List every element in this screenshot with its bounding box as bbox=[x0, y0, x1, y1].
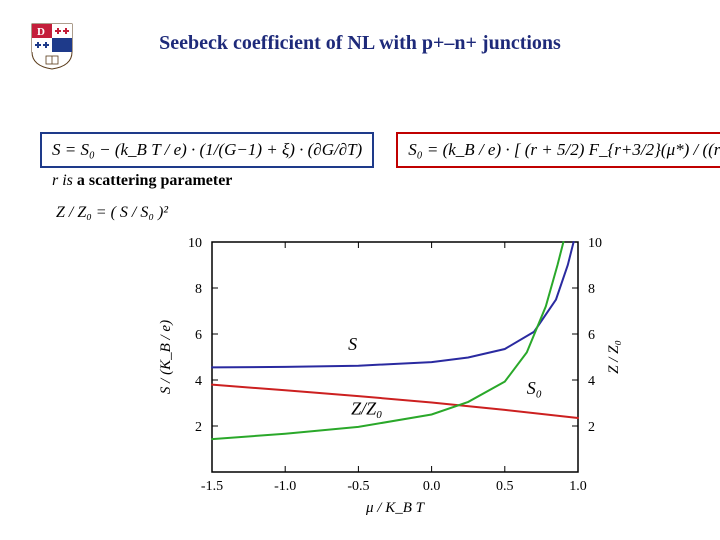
svg-text:10: 10 bbox=[188, 236, 202, 251]
svg-text:4: 4 bbox=[588, 374, 595, 389]
formula-boxed-S: S = S₀ − (k_B T / e) · (1/(G−1) + ξ) · (… bbox=[40, 132, 374, 168]
z-ratio-equation: Z / Z₀ = ( S / S₀ )² bbox=[56, 204, 168, 222]
svg-text:10: 10 bbox=[588, 236, 602, 251]
svg-text:2: 2 bbox=[588, 420, 595, 435]
svg-text:S / (K_B / e): S / (K_B / e) bbox=[158, 320, 174, 394]
svg-text:-1.0: -1.0 bbox=[274, 479, 296, 494]
page-title: Seebeck coefficient of NL with p+–n+ jun… bbox=[0, 32, 720, 55]
svg-text:4: 4 bbox=[195, 374, 202, 389]
svg-text:0.5: 0.5 bbox=[496, 479, 514, 494]
svg-text:-0.5: -0.5 bbox=[347, 479, 369, 494]
caption-rest: a scattering parameter bbox=[77, 172, 233, 189]
svg-text:1.0: 1.0 bbox=[569, 479, 587, 494]
formula-boxed-S0: S₀ = (k_B / e) · [ (r + 5/2) F_{r+3/2}(μ… bbox=[396, 132, 720, 168]
svg-text:2: 2 bbox=[195, 420, 202, 435]
svg-text:6: 6 bbox=[195, 328, 202, 343]
svg-text:Z/Z₀: Z/Z₀ bbox=[351, 399, 382, 419]
caption-var: r is bbox=[52, 172, 73, 189]
scattering-caption: r is a scattering parameter bbox=[52, 172, 232, 190]
svg-text:0.0: 0.0 bbox=[423, 479, 441, 494]
svg-text:8: 8 bbox=[588, 282, 595, 297]
svg-text:μ / K_B T: μ / K_B T bbox=[365, 500, 426, 516]
svg-text:8: 8 bbox=[195, 282, 202, 297]
svg-text:S₀: S₀ bbox=[527, 378, 542, 398]
chart: -1.5 -1.0 -0.5 0.0 0.5 1.0 2 4 6 8 10 2 4 6 8 10 μ / K_B… bbox=[150, 230, 630, 520]
svg-text:6: 6 bbox=[588, 328, 595, 343]
svg-text:Z / Z₀: Z / Z₀ bbox=[606, 340, 622, 374]
svg-text:S: S bbox=[348, 334, 357, 354]
svg-text:-1.5: -1.5 bbox=[201, 479, 223, 494]
